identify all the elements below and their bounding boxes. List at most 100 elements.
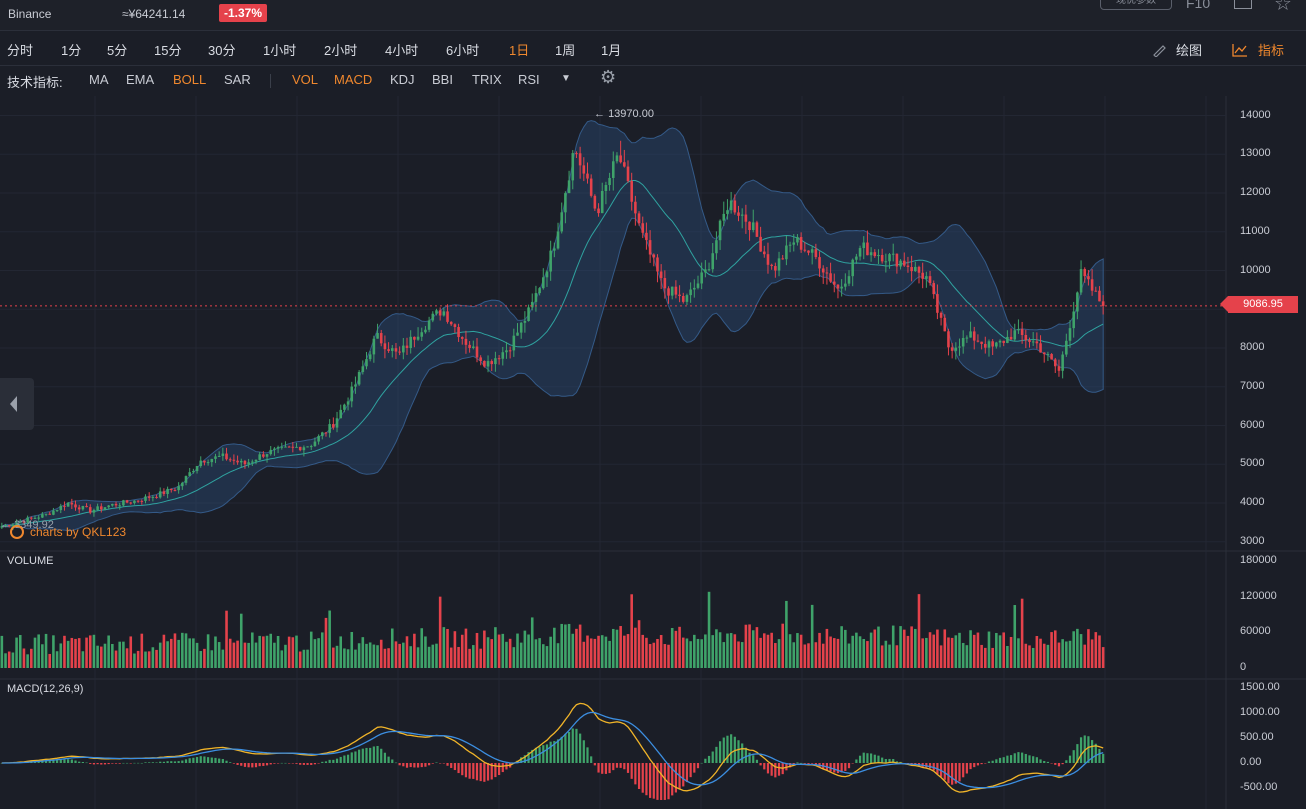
volume-bar [980, 644, 983, 668]
indicator-tool[interactable]: 指标 [1232, 40, 1284, 59]
macd-histogram-bar [409, 763, 412, 768]
ind-boll[interactable]: BOLL [173, 72, 207, 87]
candle-body [1042, 352, 1046, 355]
macd-histogram-bar [844, 763, 847, 771]
tf-1m[interactable]: 1分 [61, 43, 82, 58]
macd-histogram-bar [877, 755, 880, 763]
macd-histogram-bar [726, 735, 729, 763]
tf-15m[interactable]: 15分 [154, 43, 182, 58]
tf-5m[interactable]: 5分 [107, 43, 128, 58]
tf-6h[interactable]: 6小时 [446, 43, 480, 58]
volume-bar [173, 633, 177, 668]
param-button[interactable]: 现优参数 [1100, 0, 1172, 10]
macd-histogram-bar [1050, 763, 1053, 764]
candle-body [715, 240, 718, 254]
volume-bar [55, 651, 59, 668]
macd-histogram-bar [800, 762, 803, 764]
macd-histogram-bar [70, 759, 73, 763]
draw-tool[interactable]: 绘图 [1152, 40, 1202, 59]
volume-bar [984, 647, 987, 668]
macd-histogram-bar [759, 763, 762, 766]
volume-bar [829, 636, 832, 668]
chevron-left-icon [10, 396, 17, 412]
ind-bbi[interactable]: BBI [432, 72, 453, 87]
volume-bar [623, 635, 626, 668]
ind-macd[interactable]: MACD [334, 72, 373, 87]
share-icon[interactable] [1234, 0, 1252, 9]
candle-body [483, 360, 486, 367]
ind-kdj[interactable]: KDJ [390, 72, 415, 87]
ind-rsi[interactable]: RSI [518, 72, 540, 87]
macd-histogram-bar [442, 763, 445, 764]
candle-body [22, 521, 26, 523]
macd-histogram-bar [118, 763, 121, 764]
tf-1d[interactable]: 1日 [509, 43, 530, 58]
volume-bar [965, 645, 969, 668]
candle-body [733, 200, 737, 213]
collapse-panel-button[interactable] [0, 378, 34, 430]
macd-histogram-bar [634, 763, 637, 785]
candle-body [597, 208, 600, 214]
candle-body [1072, 311, 1075, 329]
candle-body [1079, 269, 1083, 293]
macd-histogram-bar [637, 763, 641, 789]
volume-bar [350, 632, 354, 668]
macd-histogram-bar [383, 752, 387, 763]
candle-body [420, 332, 424, 337]
macd-histogram-bar [195, 757, 199, 763]
candle-body [1039, 343, 1042, 353]
macd-histogram-bar [376, 745, 379, 763]
f10-button[interactable]: F10 [1186, 0, 1211, 11]
volume-bar [928, 632, 932, 668]
volume-bar [74, 638, 77, 668]
candle-body [707, 269, 711, 271]
macd-histogram-bar [593, 763, 596, 766]
candle-body [343, 404, 346, 410]
ind-ma[interactable]: MA [89, 72, 109, 87]
macd-tick-label: -500.00 [1240, 781, 1278, 793]
candle-body [122, 500, 125, 506]
volume-bar [262, 636, 265, 668]
tf-fenshi[interactable]: 分时 [7, 43, 34, 58]
tf-1mo[interactable]: 1月 [601, 43, 622, 58]
macd-histogram-bar [969, 763, 972, 770]
star-icon[interactable]: ☆ [1274, 0, 1292, 15]
tf-4h[interactable]: 4小时 [385, 43, 419, 58]
volume-bar [910, 626, 913, 668]
gear-icon[interactable]: ⚙ [600, 67, 617, 87]
volume-bar [674, 630, 678, 668]
candle-body [88, 507, 92, 513]
candle-body [615, 155, 619, 162]
candle-body [435, 310, 438, 314]
tf-1w[interactable]: 1周 [555, 43, 576, 58]
tf-2h[interactable]: 2小时 [324, 43, 358, 58]
tf-30m[interactable]: 30分 [208, 43, 236, 58]
ind-vol[interactable]: VOL [292, 72, 319, 87]
boll-band [0, 120, 1104, 532]
candle-body [755, 222, 759, 237]
candle-body [321, 432, 324, 437]
macd-histogram-bar [254, 763, 258, 768]
candle-body [100, 506, 103, 510]
ind-sar[interactable]: SAR [224, 72, 251, 87]
ind-ema[interactable]: EMA [126, 72, 155, 87]
macd-histogram-bar [608, 763, 611, 774]
volume-bar [902, 629, 906, 668]
macd-histogram-bar [159, 761, 162, 763]
macd-histogram-bar [895, 761, 898, 763]
candle-body [497, 358, 501, 360]
tf-1h[interactable]: 1小时 [263, 43, 297, 58]
candle-body [217, 455, 221, 457]
volume-bar [88, 635, 92, 668]
volume-bar [667, 644, 670, 668]
macd-histogram-bar [707, 755, 711, 763]
macd-histogram-bar [44, 760, 48, 763]
macd-histogram-bar [531, 749, 534, 763]
candle-body [236, 460, 239, 463]
macd-dea-line [1, 711, 1104, 789]
ind-trix[interactable]: TRIX [472, 72, 502, 87]
more-dropdown-icon[interactable]: ▼ [561, 73, 571, 84]
candle-body [851, 259, 854, 277]
volume-bar [287, 636, 291, 668]
